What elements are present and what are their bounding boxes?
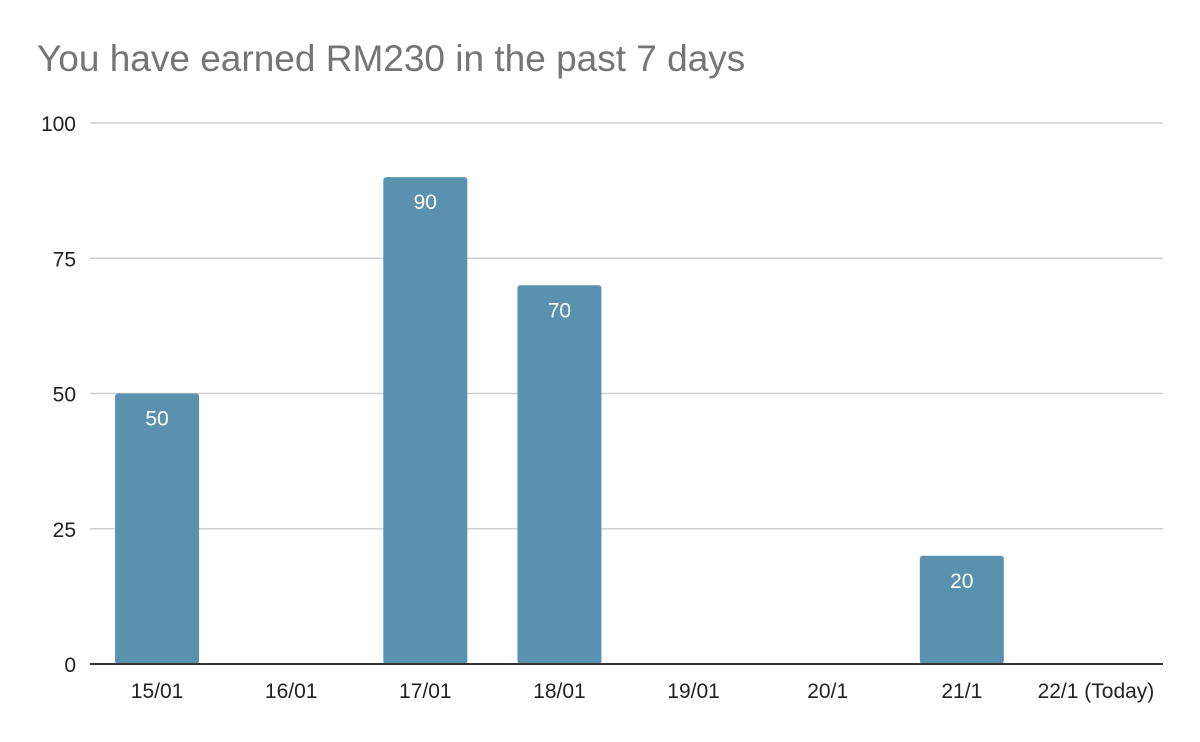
bar bbox=[115, 393, 200, 664]
bar bbox=[919, 555, 1004, 664]
y-tick-label: 75 bbox=[53, 248, 76, 271]
x-tick-label: 16/01 bbox=[265, 680, 318, 703]
bar-data-label: 50 bbox=[145, 408, 168, 431]
bar bbox=[383, 177, 468, 664]
bar-data-label: 90 bbox=[414, 191, 437, 214]
x-tick-label: 22/1 (Today) bbox=[1038, 680, 1155, 703]
y-tick-label: 100 bbox=[41, 113, 76, 136]
bar bbox=[517, 285, 602, 664]
x-tick-label: 21/1 bbox=[941, 680, 982, 703]
x-tick-label: 17/01 bbox=[399, 680, 452, 703]
chart-title: You have earned RM230 in the past 7 days bbox=[37, 38, 746, 79]
y-tick-label: 0 bbox=[64, 654, 76, 677]
x-tick-label: 20/1 bbox=[807, 680, 848, 703]
x-tick-label: 18/01 bbox=[533, 680, 586, 703]
y-tick-label: 50 bbox=[53, 384, 76, 407]
y-tick-label: 25 bbox=[53, 519, 76, 542]
bar-data-label: 70 bbox=[548, 299, 571, 322]
x-tick-label: 15/01 bbox=[131, 680, 184, 703]
bar-data-label: 20 bbox=[950, 570, 973, 593]
x-tick-label: 19/01 bbox=[667, 680, 720, 703]
